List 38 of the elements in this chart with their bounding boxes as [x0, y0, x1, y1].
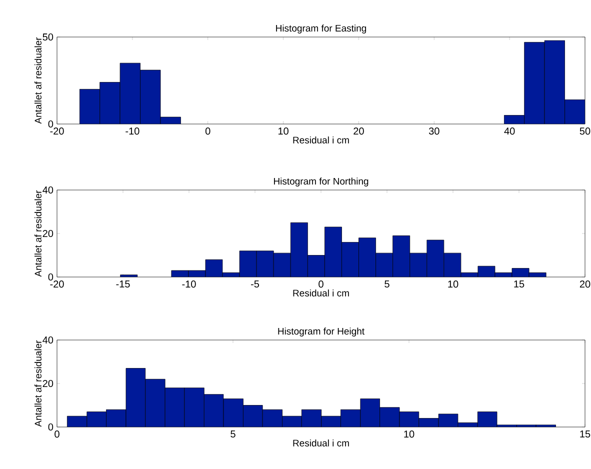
chart-title: Histogram for Northing [274, 178, 368, 186]
x-tick-label: 5 [230, 430, 236, 438]
y-tick-label: 40 [42, 336, 54, 344]
chart-title: Histogram for Height [278, 328, 364, 336]
y-tick-label: 0 [48, 120, 54, 128]
x-tick-label: 15 [580, 430, 590, 438]
x-tick-label: -15 [116, 280, 130, 288]
x-tick-label: -5 [250, 280, 260, 288]
x-tick-label: 20 [354, 128, 364, 135]
y-axis-title: Antallet af residualer [34, 37, 42, 124]
x-tick-label: 20 [580, 280, 590, 288]
y-tick-label: 50 [42, 33, 54, 41]
x-tick-label: 0 [318, 280, 324, 288]
y-tick-label: 20 [42, 380, 54, 388]
x-tick-label: 10 [404, 430, 414, 438]
y-axis-title: Antallet af residualer [34, 190, 42, 277]
y-tick-label: 20 [42, 230, 54, 238]
x-tick-label: 0 [205, 128, 210, 135]
x-tick-label: 5 [384, 280, 390, 288]
x-tick-label: -20 [50, 128, 64, 135]
x-tick-label: 0 [54, 430, 60, 438]
x-axis-title: Residual i cm [293, 439, 349, 446]
x-axis-title: Residual i cm [293, 136, 349, 144]
x-tick-label: 30 [428, 128, 440, 135]
chart-title: Histogram for Easting [276, 24, 366, 34]
x-axis-title: Residual i cm [293, 289, 349, 296]
y-axis-title: Antallet af residualer [34, 340, 42, 427]
x-tick-label: 15 [514, 280, 524, 288]
x-tick-label: -20 [50, 280, 64, 288]
x-tick-label: -10 [182, 280, 196, 288]
x-tick-label: -10 [126, 128, 140, 135]
y-tick-label: 0 [48, 423, 54, 431]
x-tick-label: 40 [504, 128, 515, 135]
x-tick-label: 10 [278, 128, 288, 135]
y-tick-label: 0 [48, 273, 54, 281]
x-tick-label: 50 [580, 128, 590, 135]
y-tick-label: 40 [42, 186, 54, 194]
x-tick-label: 10 [448, 280, 458, 288]
